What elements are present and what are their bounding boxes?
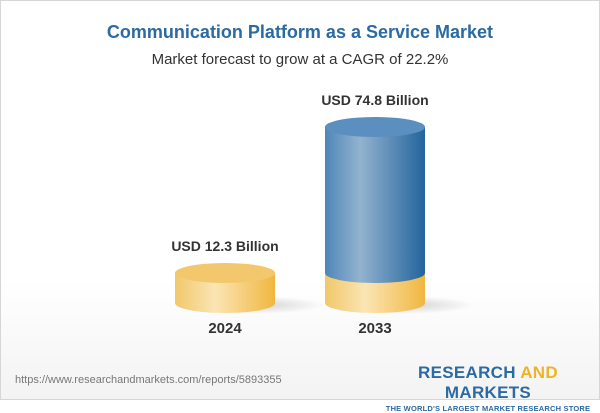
bar-growth-2033 <box>325 127 425 283</box>
infographic-frame <box>0 0 600 400</box>
bar-top-2033 <box>325 117 425 137</box>
category-label: 2024 <box>208 320 242 337</box>
data-label: USD 74.8 Billion <box>321 92 428 108</box>
research-and-markets-logo: RESEARCH AND MARKETS THE WORLD'S LARGEST… <box>385 363 591 413</box>
chart-subtitle: Market forecast to grow at a CAGR of 22.… <box>151 51 449 68</box>
data-label: USD 12.3 Billion <box>171 238 278 254</box>
category-label: 2033 <box>358 320 391 337</box>
report-url[interactable]: https://www.researchandmarkets.com/repor… <box>15 374 282 386</box>
chart-title: Communication Platform as a Service Mark… <box>106 22 494 42</box>
cylinder-chart: USD 12.3 Billion 2024 USD 74.8 Billion 2033 <box>171 92 475 337</box>
bar-base-2024 <box>175 273 275 313</box>
bar-base-2033 <box>325 273 425 313</box>
bar-top-2024 <box>175 263 275 283</box>
